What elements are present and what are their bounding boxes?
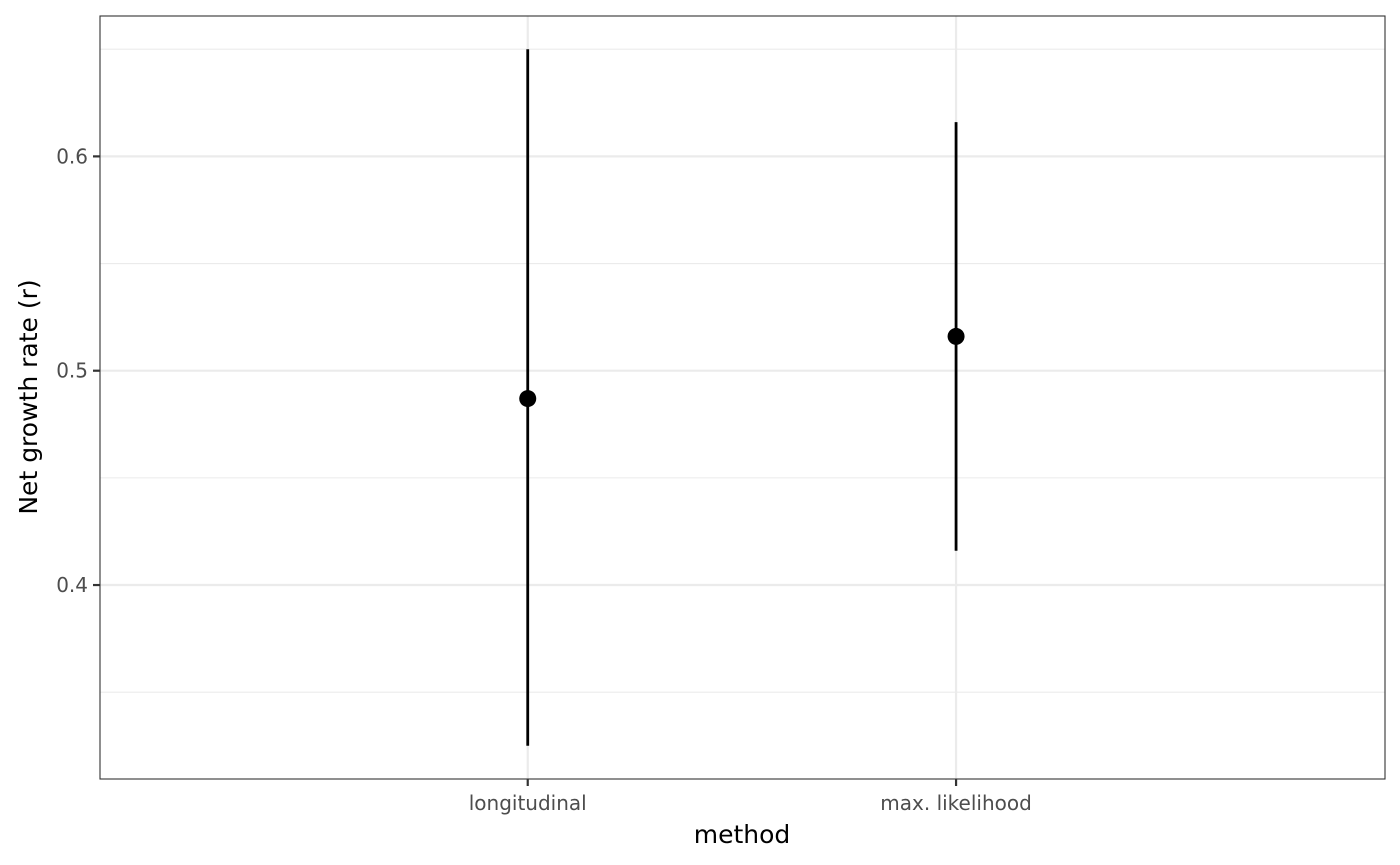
estimate-point	[947, 327, 965, 345]
estimate-point	[519, 390, 537, 408]
x-axis: longitudinal max. likelihood	[469, 779, 1032, 815]
x-axis-title: method	[694, 820, 791, 849]
minor-gridlines	[100, 48, 1385, 693]
y-tick-label: 0.5	[56, 359, 88, 383]
y-tick-label: 0.6	[56, 144, 88, 168]
y-axis: 0.4 0.5 0.6	[56, 144, 100, 597]
chart-marks	[519, 49, 965, 746]
y-tick-label: 0.4	[56, 573, 88, 597]
y-axis-title: Net growth rate (r)	[14, 279, 43, 514]
major-gridlines	[100, 16, 1385, 779]
x-tick-label: max. likelihood	[880, 791, 1032, 815]
x-tick-label: longitudinal	[469, 791, 587, 815]
panel-border	[99, 15, 1386, 780]
